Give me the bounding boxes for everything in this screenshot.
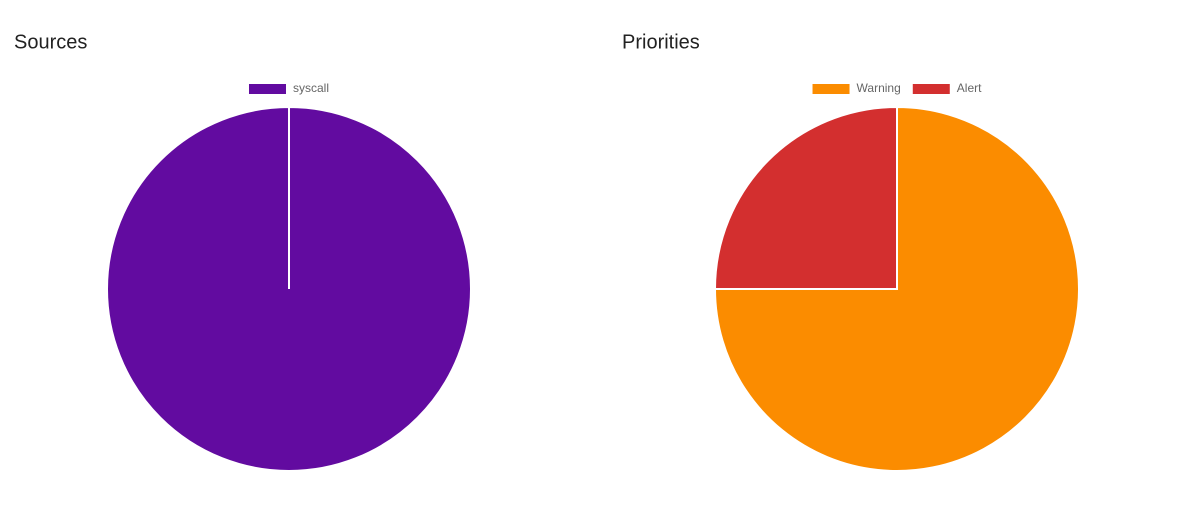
chart-title: Priorities xyxy=(622,31,700,53)
legend-swatch xyxy=(248,84,286,94)
legend-label: syscall xyxy=(293,81,329,95)
legend: syscall xyxy=(248,81,329,95)
chart-title: Sources xyxy=(14,31,87,53)
pie-slice xyxy=(713,105,1080,472)
pie-slice xyxy=(713,105,898,290)
legend-swatch xyxy=(812,84,850,94)
legend-label: Warning xyxy=(857,81,901,95)
pie-slice xyxy=(106,105,472,473)
legend-swatch xyxy=(912,84,950,94)
legend-label: Alert xyxy=(957,81,982,95)
legend: Warning Alert xyxy=(812,81,982,95)
